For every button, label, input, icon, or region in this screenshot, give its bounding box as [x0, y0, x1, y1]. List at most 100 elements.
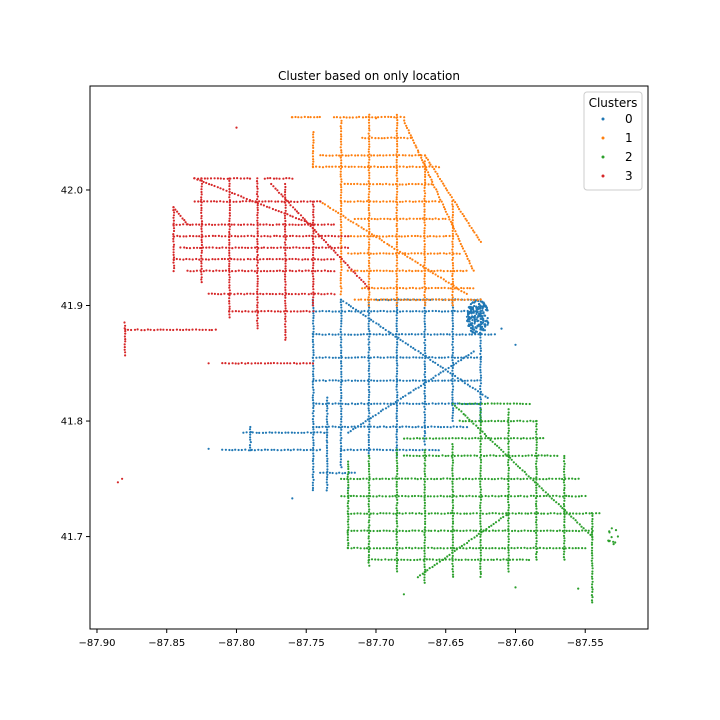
data-point — [507, 458, 510, 461]
data-point — [339, 229, 342, 232]
data-point — [558, 477, 561, 480]
data-point — [149, 328, 152, 331]
data-point — [344, 165, 347, 168]
data-point — [326, 396, 329, 399]
y-tick-label: 41.8 — [61, 417, 83, 428]
data-point — [543, 454, 546, 457]
data-point — [367, 338, 370, 341]
data-point — [591, 596, 594, 599]
data-point — [230, 223, 233, 226]
data-point — [396, 472, 399, 475]
data-point — [349, 220, 352, 223]
data-point — [309, 431, 313, 434]
data-point — [463, 382, 466, 385]
data-point — [498, 547, 501, 550]
data-point — [284, 307, 287, 310]
data-point — [478, 303, 481, 306]
data-point — [423, 306, 426, 310]
data-point — [455, 495, 458, 498]
data-point — [322, 239, 326, 242]
data-point — [534, 545, 538, 548]
data-point — [312, 213, 315, 216]
data-point — [373, 298, 376, 301]
data-point — [200, 188, 203, 191]
data-point — [402, 454, 406, 457]
data-point — [614, 541, 617, 544]
data-point — [423, 533, 426, 537]
data-point — [395, 333, 398, 336]
data-point — [363, 309, 366, 313]
data-point — [172, 251, 175, 254]
data-point — [326, 465, 329, 468]
data-point — [542, 529, 546, 532]
data-point — [312, 406, 315, 410]
data-point — [424, 357, 427, 360]
data-point — [483, 558, 486, 562]
data-point — [380, 165, 383, 169]
data-point — [308, 310, 311, 313]
data-point — [466, 298, 469, 301]
data-point — [228, 273, 231, 276]
data-point — [196, 246, 199, 249]
data-point — [382, 529, 385, 532]
data-point — [502, 402, 506, 405]
data-point — [563, 558, 566, 561]
data-point — [421, 356, 424, 359]
data-point — [468, 418, 471, 421]
data-point — [205, 181, 208, 184]
data-point — [367, 317, 370, 320]
data-point — [340, 287, 343, 290]
data-point — [451, 333, 455, 336]
plot-frame — [89, 85, 649, 630]
data-point — [367, 121, 371, 124]
data-point — [316, 223, 320, 226]
data-point — [395, 378, 398, 381]
data-point — [370, 558, 374, 561]
data-point — [350, 547, 353, 550]
data-point — [516, 477, 519, 480]
data-point — [260, 310, 263, 313]
data-point — [392, 310, 395, 313]
data-point — [490, 437, 493, 440]
data-point — [392, 200, 395, 203]
data-point — [274, 431, 277, 434]
data-point — [311, 459, 314, 463]
data-point — [517, 454, 521, 457]
data-point — [228, 212, 231, 215]
data-point — [290, 293, 293, 296]
data-point — [429, 333, 432, 336]
data-point — [546, 529, 549, 532]
data-point — [406, 255, 409, 258]
data-point — [549, 454, 552, 457]
data-point — [432, 235, 435, 238]
data-point — [398, 333, 401, 336]
data-point — [451, 293, 454, 297]
data-point — [228, 201, 231, 204]
data-point — [405, 449, 408, 452]
data-point — [451, 536, 455, 539]
data-point — [490, 402, 493, 405]
data-point — [415, 356, 418, 359]
data-point — [375, 477, 378, 480]
data-point — [521, 454, 524, 458]
data-point — [404, 342, 407, 345]
data-point — [424, 375, 427, 379]
data-point — [486, 558, 489, 561]
data-point — [414, 299, 417, 302]
data-point — [328, 471, 331, 474]
data-point — [365, 200, 369, 203]
data-point — [535, 441, 538, 444]
data-point — [320, 223, 323, 226]
data-point — [433, 333, 436, 336]
data-point — [253, 235, 256, 238]
data-point — [507, 487, 510, 490]
data-point — [367, 467, 371, 470]
data-point — [535, 505, 538, 508]
data-point — [610, 536, 613, 539]
data-point — [577, 547, 580, 550]
data-point — [339, 461, 342, 464]
data-point — [430, 546, 433, 549]
data-point — [483, 402, 487, 405]
data-point — [465, 529, 468, 532]
data-point — [396, 491, 399, 494]
